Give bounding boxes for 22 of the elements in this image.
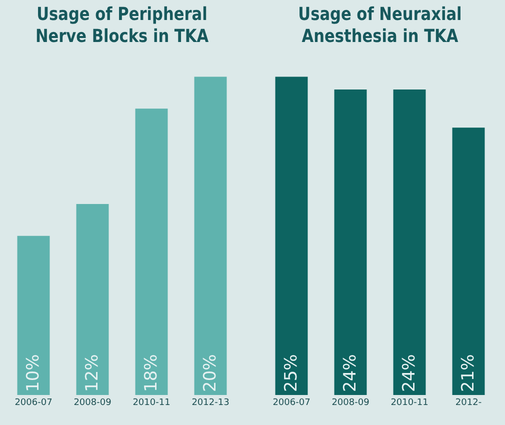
bar xyxy=(17,236,50,395)
bar xyxy=(76,204,109,395)
data-label: 10% xyxy=(24,354,44,392)
x-tick-label: 2006-07 xyxy=(272,398,310,408)
x-tick-label: 2012-13 xyxy=(192,398,230,408)
data-label: 25% xyxy=(282,354,302,392)
bar xyxy=(135,108,168,395)
data-label: 18% xyxy=(142,354,162,392)
x-tick-label: 2010-11 xyxy=(132,398,170,408)
data-label: 24% xyxy=(340,354,361,392)
x-tick-label: 2008-09 xyxy=(332,398,370,408)
chart-title: Usage of Neuraxial Anesthesia in TKA xyxy=(297,4,463,48)
x-tick-label: 2010-11 xyxy=(390,398,428,408)
data-label: 21% xyxy=(458,354,479,392)
bar xyxy=(194,76,227,395)
x-tick-label: 2012- xyxy=(455,398,482,408)
data-label: 20% xyxy=(200,354,221,392)
x-tick-label: 2008-09 xyxy=(74,398,112,408)
x-tick-label: 2006-07 xyxy=(14,398,52,408)
chart-title: Usage of Peripheral Nerve Blocks in TKA xyxy=(34,4,210,48)
data-label: 24% xyxy=(400,354,420,392)
data-label: 12% xyxy=(82,354,103,392)
